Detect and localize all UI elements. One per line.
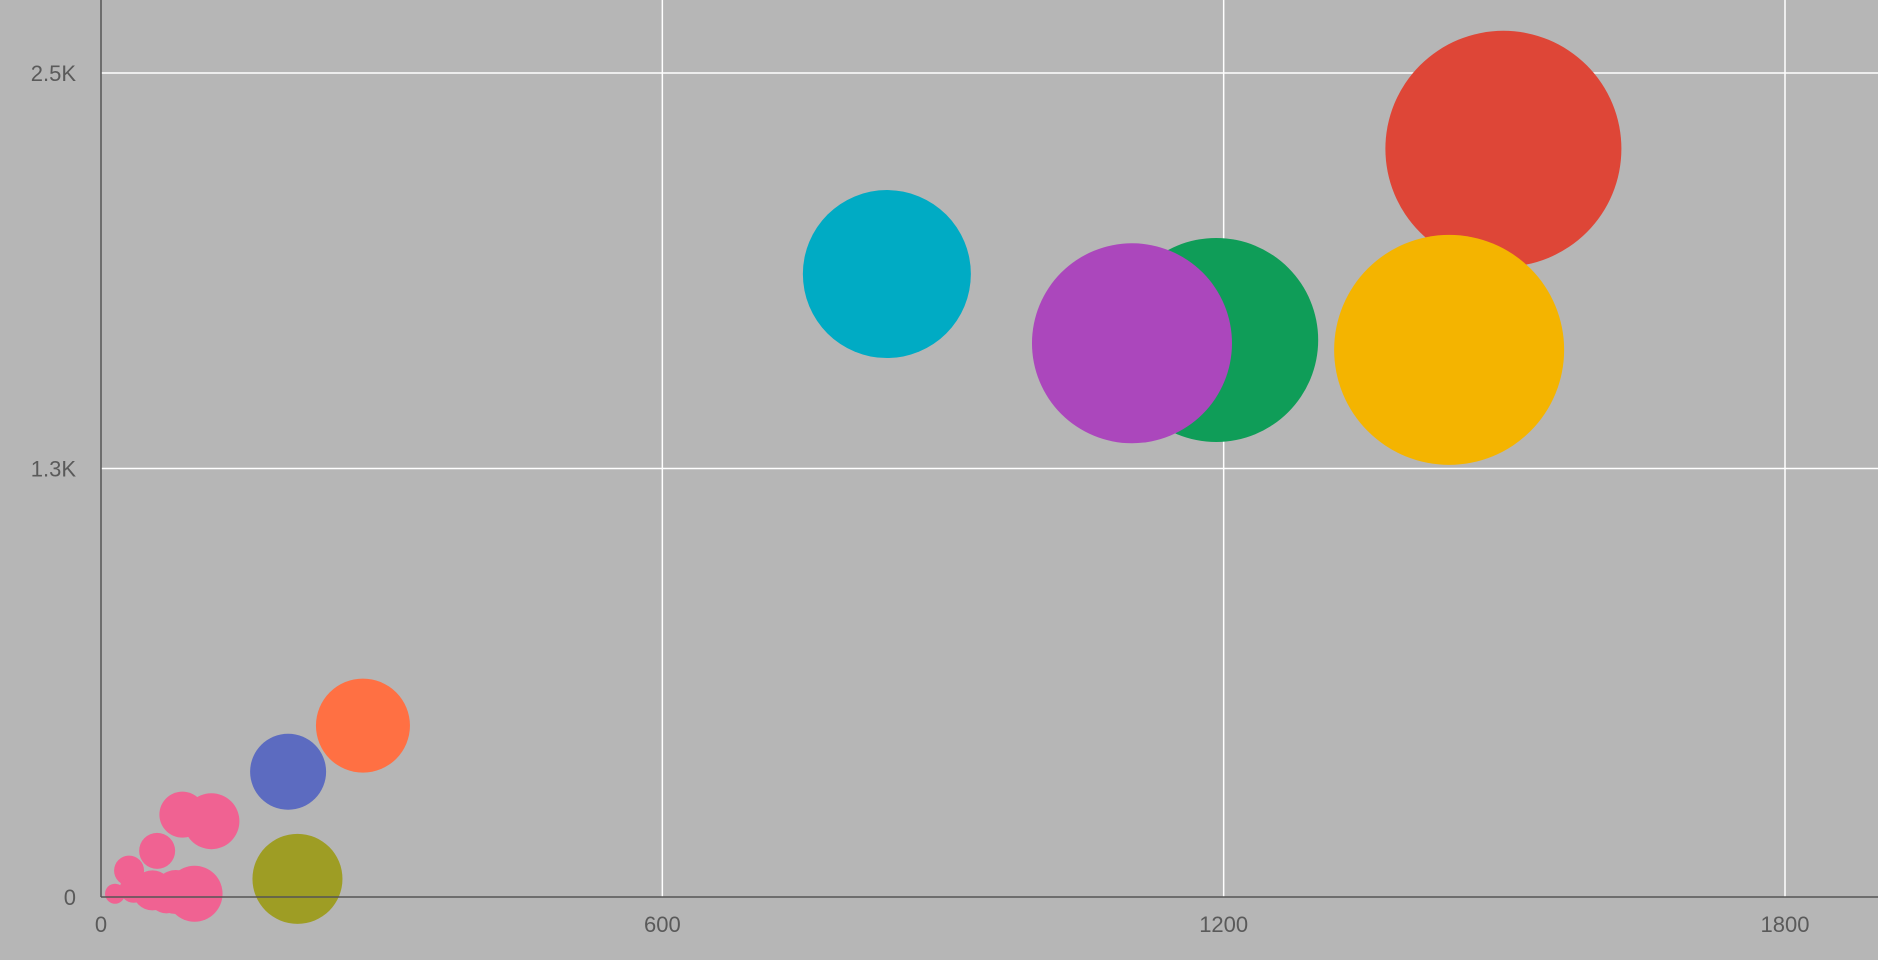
x-tick-label-2: 1200 [1199, 912, 1248, 937]
bubble-0 [1385, 30, 1622, 267]
bubble-1 [802, 190, 971, 359]
bubble-17 [148, 877, 185, 914]
bubble-16 [105, 883, 126, 904]
bubble-layer [105, 30, 1622, 924]
x-tick-label-0: 0 [95, 912, 107, 937]
y-tick-label-1: 1.3K [31, 457, 77, 482]
y-tick-label-0: 0 [64, 885, 76, 910]
bubble-10 [139, 832, 176, 869]
bubble-15 [119, 874, 148, 903]
bubble-5 [315, 678, 410, 773]
x-tick-label-1: 600 [644, 912, 681, 937]
y-tick-label-2: 2.5K [31, 61, 77, 86]
bubble-9 [159, 791, 206, 838]
bubble-3 [1031, 243, 1232, 444]
bubble-4 [1334, 234, 1565, 465]
axis-layer: 0 600 1200 1800 0 1.3K 2.5K [31, 0, 1878, 937]
x-tick-label-3: 1800 [1761, 912, 1810, 937]
bubble-6 [250, 733, 327, 810]
grid-layer [101, 0, 1878, 897]
bubble-7 [252, 833, 343, 924]
